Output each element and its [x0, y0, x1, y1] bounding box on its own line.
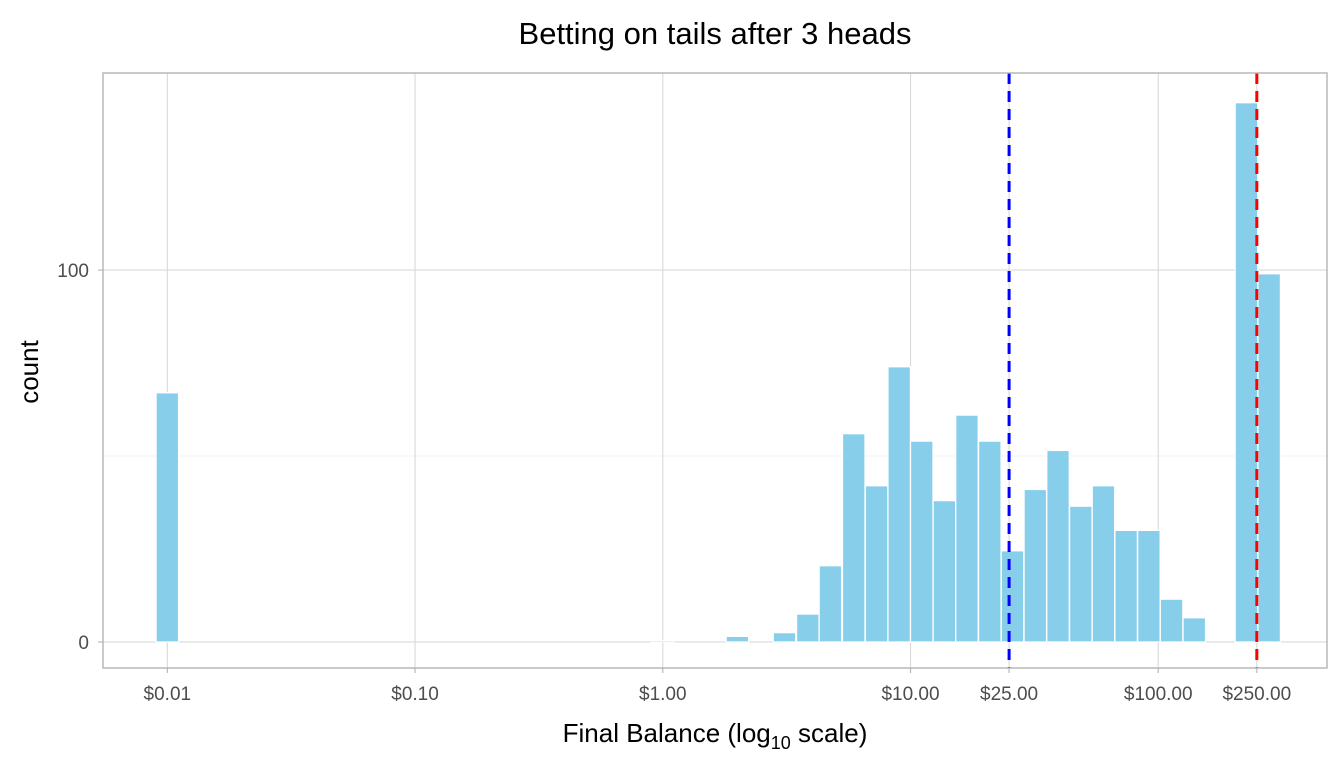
histogram-bar [1069, 505, 1093, 643]
y-tick-label: 0 [78, 633, 89, 654]
histogram-bar [955, 414, 979, 643]
histogram-bar [1257, 273, 1282, 643]
histogram-bar [978, 440, 1002, 643]
reference-lines [1007, 73, 1259, 668]
histogram-bar [909, 440, 934, 643]
histogram-bar [932, 500, 957, 643]
histogram-bar [1234, 102, 1259, 643]
histogram-bar [1137, 529, 1161, 643]
histogram-bar [818, 565, 843, 643]
x-tick-label: $250.00 [1222, 684, 1291, 705]
histogram-bar [725, 635, 750, 643]
y-axis-ticks: 0 100 [57, 261, 103, 654]
y-axis-title: count [14, 339, 44, 403]
panel-border [102, 72, 1328, 669]
x-axis-ticks: $0.01 $0.10 $1.00 $10.00 $25.00 $100.00 $250.0… [144, 668, 1291, 705]
y-tick-label: 100 [57, 261, 89, 282]
histogram-bar [1182, 617, 1207, 643]
histogram-bar [772, 632, 797, 643]
x-axis-title-subscript: 10 [771, 733, 791, 753]
histogram-bar [1114, 529, 1138, 643]
histogram-bar [650, 639, 675, 643]
histogram-bar [1159, 598, 1184, 643]
x-axis-title-suffix: scale) [791, 718, 868, 748]
histogram-bar [887, 366, 911, 643]
histogram-bar [841, 433, 866, 643]
x-tick-label: $1.00 [639, 684, 687, 705]
histogram-bar [796, 613, 820, 643]
x-tick-label: $25.00 [980, 684, 1038, 705]
histogram-bars [155, 102, 1282, 643]
x-axis-title: Final Balance (log10 scale) [563, 718, 868, 753]
x-tick-label: $100.00 [1124, 684, 1193, 705]
chart-title: Betting on tails after 3 heads [519, 16, 912, 51]
histogram-bar [1046, 449, 1070, 643]
x-tick-label: $10.00 [881, 684, 939, 705]
x-tick-label: $0.10 [391, 684, 439, 705]
histogram-bar [1000, 550, 1025, 643]
histogram-bar [155, 392, 180, 643]
histogram-bar [1091, 485, 1116, 643]
x-axis-title-main: Final Balance (log [563, 718, 771, 748]
x-tick-label: $0.01 [144, 684, 192, 705]
histogram-bar [1023, 488, 1048, 643]
histogram-bar [864, 485, 889, 643]
